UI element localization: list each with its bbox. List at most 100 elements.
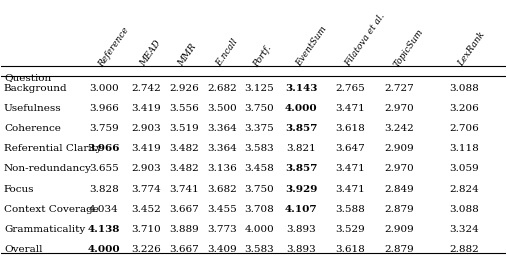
Text: 3.682: 3.682	[207, 185, 237, 194]
Text: 4.000: 4.000	[245, 225, 274, 234]
Text: 3.419: 3.419	[131, 144, 161, 153]
Text: 3.929: 3.929	[285, 185, 317, 194]
Text: MEAD: MEAD	[139, 39, 163, 69]
Text: 3.529: 3.529	[336, 225, 365, 234]
Text: 3.000: 3.000	[89, 84, 119, 93]
Text: 3.375: 3.375	[245, 124, 274, 133]
Text: 3.419: 3.419	[131, 104, 161, 113]
Text: 3.471: 3.471	[336, 164, 365, 174]
Text: 2.706: 2.706	[449, 124, 479, 133]
Text: 3.409: 3.409	[207, 245, 237, 254]
Text: 3.750: 3.750	[245, 104, 274, 113]
Text: 3.458: 3.458	[245, 164, 274, 174]
Text: 3.588: 3.588	[336, 205, 365, 214]
Text: 4.000: 4.000	[285, 104, 318, 113]
Text: 2.909: 2.909	[384, 144, 414, 153]
Text: 3.519: 3.519	[169, 124, 199, 133]
Text: 3.125: 3.125	[245, 84, 274, 93]
Text: Filatova et al.: Filatova et al.	[343, 12, 386, 69]
Text: 3.500: 3.500	[207, 104, 237, 113]
Text: EventSum: EventSum	[294, 25, 329, 69]
Text: 3.452: 3.452	[131, 205, 161, 214]
Text: 3.759: 3.759	[89, 124, 119, 133]
Text: Focus: Focus	[4, 185, 34, 194]
Text: Grammaticality: Grammaticality	[4, 225, 85, 234]
Text: 3.893: 3.893	[286, 245, 316, 254]
Text: Usefulness: Usefulness	[4, 104, 61, 113]
Text: LexRank: LexRank	[457, 31, 487, 69]
Text: 3.364: 3.364	[207, 144, 237, 153]
Text: 3.857: 3.857	[285, 124, 317, 133]
Text: 3.667: 3.667	[169, 245, 199, 254]
Text: 3.710: 3.710	[131, 225, 161, 234]
Text: 3.828: 3.828	[89, 185, 119, 194]
Text: 2.879: 2.879	[384, 245, 414, 254]
Text: 4.107: 4.107	[285, 205, 318, 214]
Text: Background: Background	[4, 84, 67, 93]
Text: Context Coverage: Context Coverage	[4, 205, 99, 214]
Text: 2.879: 2.879	[384, 205, 414, 214]
Text: 3.966: 3.966	[88, 144, 120, 153]
Text: 3.708: 3.708	[245, 205, 274, 214]
Text: 3.455: 3.455	[207, 205, 237, 214]
Text: 2.727: 2.727	[384, 84, 414, 93]
Text: 2.970: 2.970	[384, 104, 414, 113]
Text: 2.765: 2.765	[336, 84, 365, 93]
Text: Non-redundancy: Non-redundancy	[4, 164, 92, 174]
Text: 3.556: 3.556	[169, 104, 199, 113]
Text: 4.138: 4.138	[88, 225, 120, 234]
Text: 2.970: 2.970	[384, 164, 414, 174]
Text: 3.364: 3.364	[207, 124, 237, 133]
Text: 3.774: 3.774	[131, 185, 161, 194]
Text: Reference: Reference	[96, 25, 130, 69]
Text: 3.482: 3.482	[169, 164, 199, 174]
Text: 3.966: 3.966	[89, 104, 119, 113]
Text: 2.742: 2.742	[131, 84, 161, 93]
Text: 3.088: 3.088	[449, 205, 479, 214]
Text: 3.655: 3.655	[89, 164, 119, 174]
Text: Question: Question	[4, 74, 51, 82]
Text: 3.471: 3.471	[336, 185, 365, 194]
Text: 3.821: 3.821	[286, 144, 316, 153]
Text: 3.136: 3.136	[207, 164, 237, 174]
Text: 2.682: 2.682	[207, 84, 237, 93]
Text: Referential Clarity: Referential Clarity	[4, 144, 102, 153]
Text: 3.741: 3.741	[169, 185, 199, 194]
Text: 2.909: 2.909	[384, 225, 414, 234]
Text: 3.667: 3.667	[169, 205, 199, 214]
Text: 3.647: 3.647	[336, 144, 365, 153]
Text: 3.206: 3.206	[449, 104, 479, 113]
Text: 3.583: 3.583	[245, 144, 274, 153]
Text: 3.482: 3.482	[169, 144, 199, 153]
Text: 4.034: 4.034	[89, 205, 119, 214]
Text: MMR: MMR	[176, 43, 198, 69]
Text: 2.849: 2.849	[384, 185, 414, 194]
Text: 2.824: 2.824	[449, 185, 479, 194]
Text: 2.926: 2.926	[169, 84, 199, 93]
Text: 3.750: 3.750	[245, 185, 274, 194]
Text: 3.773: 3.773	[207, 225, 237, 234]
Text: 3.118: 3.118	[449, 144, 479, 153]
Text: Coherence: Coherence	[4, 124, 61, 133]
Text: 3.242: 3.242	[384, 124, 414, 133]
Text: Portf.: Portf.	[252, 43, 274, 69]
Text: 3.226: 3.226	[131, 245, 161, 254]
Text: 4.000: 4.000	[87, 245, 120, 254]
Text: 3.889: 3.889	[169, 225, 199, 234]
Text: 2.882: 2.882	[449, 245, 479, 254]
Text: 3.618: 3.618	[336, 245, 365, 254]
Text: TopicSum: TopicSum	[392, 27, 425, 69]
Text: 3.583: 3.583	[245, 245, 274, 254]
Text: 3.143: 3.143	[285, 84, 317, 93]
Text: 3.857: 3.857	[285, 164, 317, 174]
Text: 3.088: 3.088	[449, 84, 479, 93]
Text: E.ncall: E.ncall	[214, 38, 240, 69]
Text: 3.471: 3.471	[336, 104, 365, 113]
Text: 3.059: 3.059	[449, 164, 479, 174]
Text: 2.903: 2.903	[131, 124, 161, 133]
Text: 3.893: 3.893	[286, 225, 316, 234]
Text: 3.618: 3.618	[336, 124, 365, 133]
Text: 2.903: 2.903	[131, 164, 161, 174]
Text: 3.324: 3.324	[449, 225, 479, 234]
Text: Overall: Overall	[4, 245, 43, 254]
